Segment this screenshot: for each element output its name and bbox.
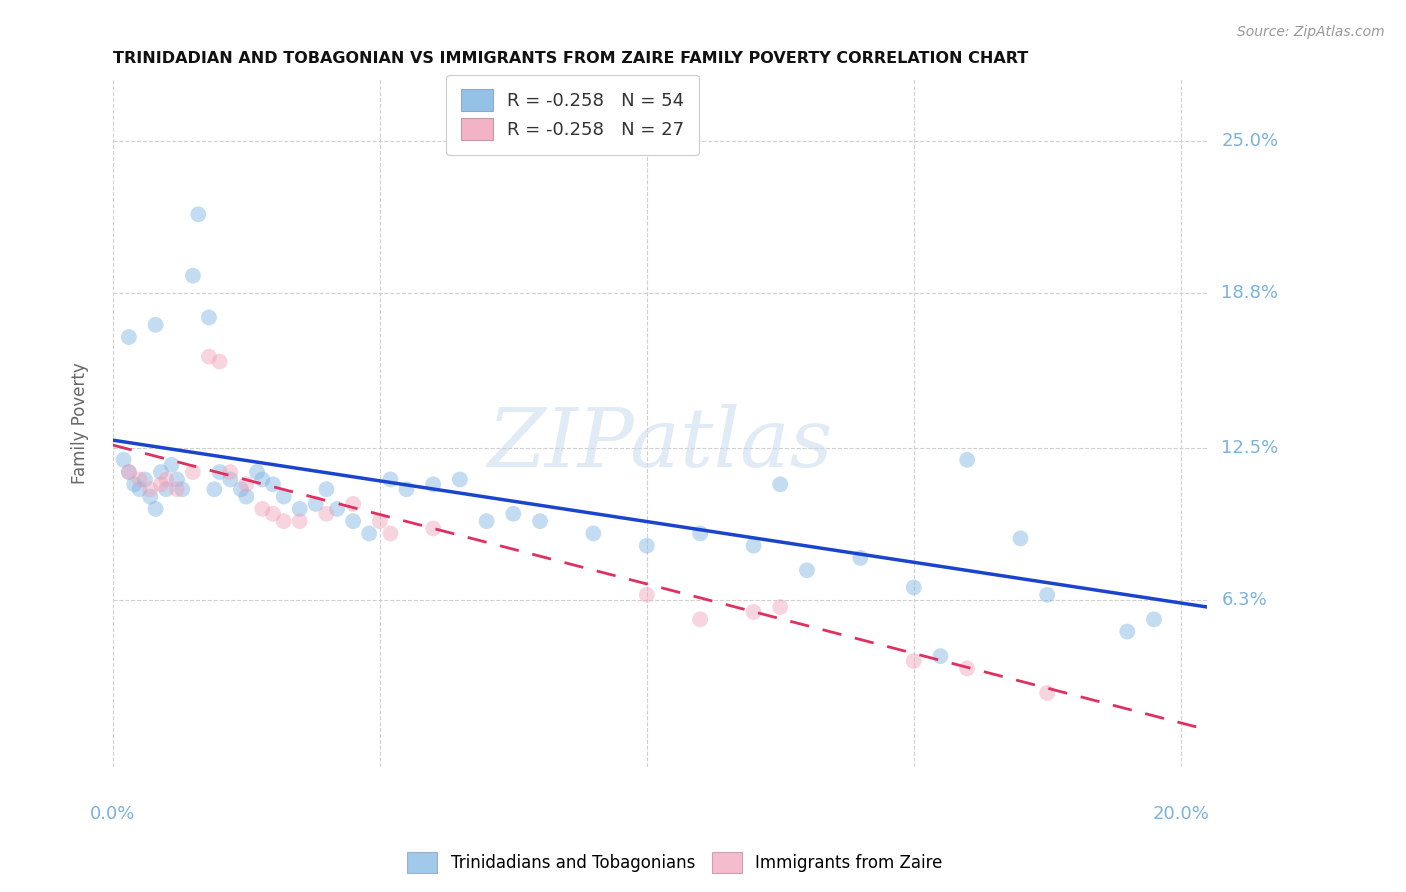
Point xyxy=(689,612,711,626)
Point xyxy=(368,514,391,528)
Point xyxy=(262,477,284,491)
Point xyxy=(118,465,141,479)
Point xyxy=(160,458,183,472)
Point xyxy=(155,482,177,496)
Point xyxy=(166,472,188,486)
Point xyxy=(252,472,274,486)
Point xyxy=(742,539,765,553)
Text: 6.3%: 6.3% xyxy=(1222,591,1267,608)
Point xyxy=(342,514,364,528)
Point xyxy=(288,501,311,516)
Point xyxy=(273,514,295,528)
Point xyxy=(956,452,979,467)
Point xyxy=(198,310,221,325)
Point xyxy=(1010,532,1032,546)
Point xyxy=(1036,588,1059,602)
Point xyxy=(139,490,162,504)
Point xyxy=(422,477,444,491)
Point xyxy=(395,482,418,496)
Point xyxy=(252,501,274,516)
Legend: Trinidadians and Tobagonians, Immigrants from Zaire: Trinidadians and Tobagonians, Immigrants… xyxy=(401,846,949,880)
Text: TRINIDADIAN AND TOBAGONIAN VS IMMIGRANTS FROM ZAIRE FAMILY POVERTY CORRELATION C: TRINIDADIAN AND TOBAGONIAN VS IMMIGRANTS… xyxy=(112,51,1028,66)
Point xyxy=(118,465,141,479)
Point xyxy=(112,452,135,467)
Point xyxy=(305,497,328,511)
Point xyxy=(149,465,172,479)
Point xyxy=(742,605,765,619)
Point xyxy=(208,354,231,368)
Point xyxy=(769,600,792,615)
Point xyxy=(475,514,498,528)
Legend: R = -0.258   N = 54, R = -0.258   N = 27: R = -0.258 N = 54, R = -0.258 N = 27 xyxy=(446,75,699,155)
Point xyxy=(929,649,952,664)
Point xyxy=(326,501,349,516)
Point xyxy=(380,472,402,486)
Point xyxy=(118,330,141,344)
Point xyxy=(145,318,167,332)
Point xyxy=(529,514,551,528)
Point xyxy=(246,465,269,479)
Point xyxy=(689,526,711,541)
Point xyxy=(181,268,204,283)
Point xyxy=(187,207,209,221)
Text: 18.8%: 18.8% xyxy=(1222,284,1278,301)
Point xyxy=(128,472,150,486)
Text: ZIPatlas: ZIPatlas xyxy=(488,403,832,483)
Point xyxy=(315,482,337,496)
Point xyxy=(172,482,194,496)
Point xyxy=(166,482,188,496)
Point xyxy=(128,482,150,496)
Point xyxy=(449,472,471,486)
Point xyxy=(155,472,177,486)
Point xyxy=(273,490,295,504)
Point xyxy=(198,350,221,364)
Point xyxy=(903,654,925,668)
Point xyxy=(849,551,872,566)
Point xyxy=(359,526,381,541)
Text: 25.0%: 25.0% xyxy=(1222,132,1278,150)
Point xyxy=(582,526,605,541)
Point xyxy=(380,526,402,541)
Point xyxy=(1143,612,1166,626)
Point xyxy=(796,563,818,577)
Point xyxy=(903,581,925,595)
Point xyxy=(181,465,204,479)
Point xyxy=(202,482,225,496)
Text: 0.0%: 0.0% xyxy=(90,805,135,823)
Point xyxy=(219,465,242,479)
Point xyxy=(769,477,792,491)
Point xyxy=(956,661,979,675)
Y-axis label: Family Poverty: Family Poverty xyxy=(72,362,89,483)
Point xyxy=(288,514,311,528)
Text: 12.5%: 12.5% xyxy=(1222,439,1278,457)
Text: 20.0%: 20.0% xyxy=(1153,805,1209,823)
Point xyxy=(315,507,337,521)
Point xyxy=(219,472,242,486)
Point xyxy=(122,477,145,491)
Point xyxy=(636,539,658,553)
Point xyxy=(422,522,444,536)
Point xyxy=(208,465,231,479)
Point xyxy=(145,501,167,516)
Point xyxy=(149,477,172,491)
Point xyxy=(139,482,162,496)
Point xyxy=(229,482,252,496)
Text: Source: ZipAtlas.com: Source: ZipAtlas.com xyxy=(1237,25,1385,39)
Point xyxy=(342,497,364,511)
Point xyxy=(262,507,284,521)
Point xyxy=(1036,686,1059,700)
Point xyxy=(1116,624,1139,639)
Point xyxy=(134,472,156,486)
Point xyxy=(502,507,524,521)
Point xyxy=(235,490,257,504)
Point xyxy=(636,588,658,602)
Point xyxy=(235,477,257,491)
